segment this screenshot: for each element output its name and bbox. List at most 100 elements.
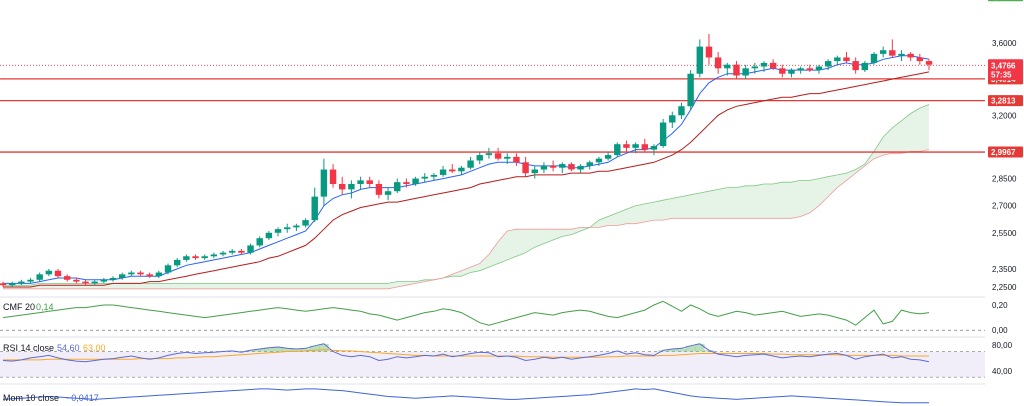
candle[interactable] — [137, 270, 144, 277]
candle[interactable] — [641, 138, 648, 152]
candle[interactable] — [384, 187, 392, 201]
candle[interactable] — [0, 281, 7, 287]
candle[interactable] — [228, 249, 236, 255]
candle[interactable] — [256, 236, 263, 248]
candle[interactable] — [320, 158, 328, 206]
candle[interactable] — [219, 250, 227, 257]
candle[interactable] — [192, 254, 199, 260]
candle[interactable] — [339, 176, 346, 195]
candle[interactable] — [531, 165, 538, 179]
candle[interactable] — [247, 243, 254, 255]
candle[interactable] — [797, 66, 804, 74]
candle[interactable] — [311, 187, 318, 222]
price-axis[interactable]: 3,6000 3,2000 2,8500 2,7000 2,5500 2,3500 2,25… — [992, 39, 1017, 376]
candle[interactable] — [284, 223, 291, 233]
candle[interactable] — [595, 156, 603, 166]
candle[interactable] — [889, 39, 896, 58]
candle[interactable] — [779, 64, 786, 78]
momentum-line[interactable] — [2, 388, 929, 404]
momentum-pane[interactable] — [2, 388, 929, 404]
candle[interactable] — [834, 55, 841, 65]
candle[interactable] — [724, 62, 731, 76]
candle[interactable] — [760, 61, 768, 72]
candle[interactable] — [403, 178, 410, 188]
candle[interactable] — [861, 61, 869, 72]
candle[interactable] — [916, 53, 924, 65]
candle[interactable] — [907, 52, 914, 62]
candle[interactable] — [485, 147, 493, 159]
candle[interactable] — [430, 173, 438, 181]
candle[interactable] — [18, 279, 25, 286]
candle[interactable] — [769, 59, 777, 71]
candle[interactable] — [293, 223, 300, 231]
candle[interactable] — [843, 52, 850, 63]
candle[interactable] — [705, 33, 713, 65]
candle[interactable] — [586, 160, 593, 170]
candle[interactable] — [742, 64, 749, 80]
candle[interactable] — [788, 68, 795, 78]
candle[interactable] — [669, 111, 676, 128]
candle[interactable] — [449, 164, 456, 174]
candle[interactable] — [118, 272, 126, 280]
candle[interactable] — [751, 62, 759, 74]
candle[interactable] — [27, 277, 34, 284]
candle[interactable] — [623, 140, 630, 152]
candle[interactable] — [806, 64, 814, 72]
candle[interactable] — [82, 279, 89, 286]
momentum-legend[interactable]: Mom 10 close −0,0417 — [3, 393, 99, 403]
candle[interactable] — [274, 227, 282, 237]
candle[interactable] — [852, 57, 859, 74]
candle[interactable] — [329, 164, 337, 188]
candle[interactable] — [559, 162, 566, 174]
candle[interactable] — [458, 165, 465, 175]
candle[interactable] — [91, 279, 98, 286]
candle[interactable] — [494, 147, 502, 161]
candle[interactable] — [36, 272, 43, 282]
candle[interactable] — [898, 50, 905, 62]
candles[interactable] — [0, 33, 933, 287]
candle[interactable] — [696, 39, 704, 78]
candle[interactable] — [870, 52, 878, 65]
candle[interactable] — [73, 277, 80, 284]
candle[interactable] — [45, 268, 53, 277]
candle[interactable] — [733, 61, 740, 80]
candle[interactable] — [815, 64, 823, 74]
candle[interactable] — [366, 176, 373, 188]
rsi-line[interactable] — [2, 343, 930, 363]
candle[interactable] — [540, 162, 548, 174]
candle[interactable] — [467, 156, 474, 170]
candle[interactable] — [604, 151, 612, 161]
candle[interactable] — [522, 156, 529, 177]
cmf-legend[interactable]: CMF 20 0,14 — [3, 302, 54, 312]
candle[interactable] — [302, 218, 309, 228]
candle[interactable] — [421, 173, 428, 183]
candle[interactable] — [879, 46, 887, 58]
candle[interactable] — [201, 254, 208, 260]
candle[interactable] — [824, 59, 832, 71]
candle[interactable] — [476, 151, 483, 165]
candle[interactable] — [659, 118, 667, 148]
candle[interactable] — [714, 52, 722, 74]
candle[interactable] — [155, 270, 163, 278]
candle[interactable] — [394, 178, 401, 194]
candle[interactable] — [357, 176, 364, 190]
candle[interactable] — [8, 281, 16, 287]
candle[interactable] — [439, 165, 447, 177]
rsi-pane[interactable] — [0, 343, 985, 378]
candle[interactable] — [348, 180, 355, 199]
candle[interactable] — [504, 153, 511, 165]
candle[interactable] — [265, 230, 273, 241]
candle[interactable] — [183, 254, 190, 262]
candle[interactable] — [146, 272, 153, 278]
candle[interactable] — [173, 258, 181, 268]
candle[interactable] — [568, 162, 575, 172]
rsi-legend[interactable]: RSI 14 close 54,60 63,00 — [3, 343, 106, 353]
candle[interactable] — [54, 268, 62, 278]
candle[interactable] — [678, 102, 685, 119]
candle[interactable] — [632, 142, 639, 154]
candle[interactable] — [238, 249, 245, 255]
candle[interactable] — [650, 144, 658, 156]
candle[interactable] — [109, 276, 117, 282]
cmf-pane[interactable] — [0, 300, 985, 331]
